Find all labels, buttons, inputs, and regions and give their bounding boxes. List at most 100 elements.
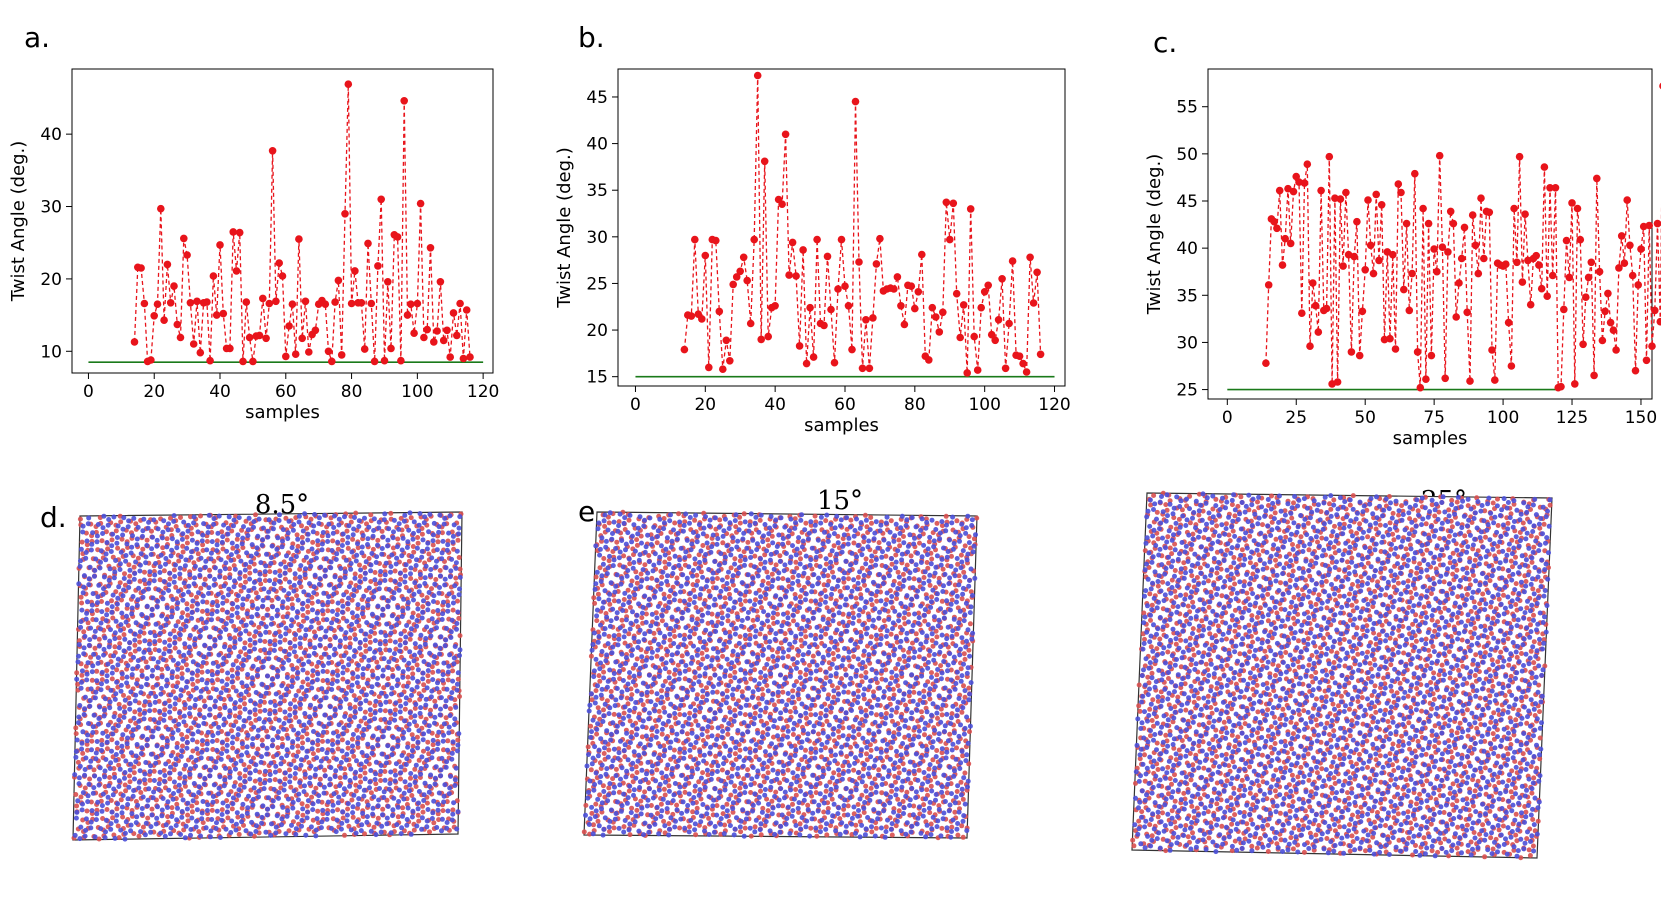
data-point xyxy=(403,311,412,319)
data-point xyxy=(1325,152,1334,161)
data-point xyxy=(140,299,149,308)
data-point xyxy=(1595,267,1604,276)
data-point xyxy=(1651,306,1659,315)
data-point xyxy=(858,364,867,373)
data-point xyxy=(1322,304,1331,313)
data-point xyxy=(848,345,856,354)
data-point xyxy=(219,309,228,318)
data-point xyxy=(1400,285,1408,294)
data-point xyxy=(433,327,441,335)
data-point xyxy=(1314,328,1323,336)
data-point xyxy=(753,71,762,80)
data-point xyxy=(1342,188,1350,197)
data-point xyxy=(1535,261,1543,269)
data-point xyxy=(331,298,339,306)
data-point xyxy=(1507,362,1516,370)
y-axis-label: Twist Angle (deg.) xyxy=(554,147,575,309)
data-point xyxy=(367,299,376,308)
data-point xyxy=(1471,241,1480,250)
y-tick-label: 45 xyxy=(1176,192,1198,212)
data-point xyxy=(229,228,237,236)
data-point xyxy=(1593,174,1601,183)
moire-lattice-15 xyxy=(581,509,980,841)
data-point xyxy=(1504,318,1513,327)
data-point xyxy=(726,357,734,365)
panel-label-d: d. xyxy=(40,501,67,534)
data-point xyxy=(1648,342,1656,351)
data-point xyxy=(265,299,274,308)
data-point xyxy=(1551,184,1560,192)
data-point xyxy=(1317,186,1325,195)
data-point xyxy=(1631,366,1640,375)
data-point xyxy=(827,305,835,314)
panel-label-c: c. xyxy=(1153,26,1177,59)
data-point xyxy=(1419,204,1427,213)
data-point xyxy=(462,306,471,314)
lattice-title-15: 15° xyxy=(817,486,863,516)
data-point xyxy=(1634,281,1642,289)
data-point xyxy=(1029,299,1038,307)
data-point xyxy=(893,273,902,281)
data-point xyxy=(1642,356,1651,365)
series-line xyxy=(1265,155,1661,389)
data-point xyxy=(430,338,438,346)
data-point xyxy=(1626,241,1634,250)
data-point xyxy=(1375,256,1383,265)
y-tick-label: 25 xyxy=(586,274,608,294)
data-point xyxy=(439,336,448,345)
data-point xyxy=(1413,348,1422,356)
data-point xyxy=(956,333,964,342)
data-point xyxy=(719,365,727,374)
data-point xyxy=(420,333,428,342)
y-tick-label: 20 xyxy=(586,321,608,341)
data-point xyxy=(987,330,996,339)
y-tick-label: 35 xyxy=(586,181,608,201)
data-point xyxy=(1015,352,1024,361)
data-point xyxy=(872,260,881,268)
data-point xyxy=(1355,351,1364,360)
data-point xyxy=(311,326,320,335)
data-point xyxy=(1264,281,1273,289)
data-point xyxy=(932,313,940,321)
data-point xyxy=(324,347,333,356)
data-point xyxy=(855,258,863,266)
data-point xyxy=(196,348,205,357)
data-point xyxy=(949,199,958,208)
data-point xyxy=(1609,326,1618,335)
data-point xyxy=(1598,336,1607,345)
moire-lattice-25 xyxy=(1130,490,1553,861)
y-tick-label: 50 xyxy=(1176,145,1198,165)
data-point xyxy=(959,301,968,309)
x-tick-label: 40 xyxy=(764,395,786,415)
data-point xyxy=(262,334,270,343)
data-point xyxy=(166,299,175,307)
data-point xyxy=(1485,208,1494,217)
data-point xyxy=(1278,261,1287,269)
data-point xyxy=(426,244,435,252)
data-point xyxy=(1306,342,1314,351)
data-point xyxy=(1623,196,1631,204)
data-point xyxy=(778,200,786,208)
data-point xyxy=(1546,184,1554,192)
x-tick-label: 100 xyxy=(1487,408,1519,428)
data-point xyxy=(890,285,898,293)
data-point xyxy=(928,303,937,312)
data-point xyxy=(1573,204,1582,213)
x-tick-label: 120 xyxy=(1038,395,1070,415)
data-point xyxy=(357,299,366,307)
data-point xyxy=(1422,375,1430,384)
data-point xyxy=(268,147,277,155)
data-point xyxy=(301,297,310,306)
data-point xyxy=(823,252,832,261)
data-point xyxy=(963,369,971,377)
data-point xyxy=(384,278,392,286)
data-point xyxy=(1019,359,1027,368)
x-tick-label: 20 xyxy=(694,395,716,415)
y-tick-label: 10 xyxy=(40,342,62,362)
data-point xyxy=(295,235,303,243)
y-tick-label: 40 xyxy=(1176,239,1198,259)
data-point xyxy=(1565,273,1574,282)
data-point xyxy=(1311,301,1320,310)
x-axis-label: samples xyxy=(1393,428,1468,449)
data-point xyxy=(914,288,923,296)
